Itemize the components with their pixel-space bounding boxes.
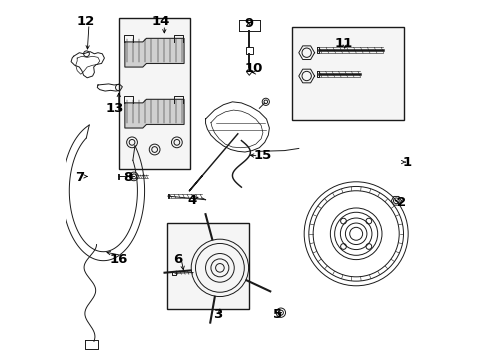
Bar — [293, 27, 403, 120]
Text: 13: 13 — [106, 103, 124, 116]
Text: 15: 15 — [253, 149, 271, 162]
Text: 8: 8 — [123, 171, 132, 184]
Bar — [167, 223, 249, 309]
Text: 5: 5 — [273, 308, 283, 321]
Text: 7: 7 — [75, 171, 85, 184]
Polygon shape — [125, 99, 184, 128]
Text: 12: 12 — [77, 15, 95, 28]
Text: 6: 6 — [173, 253, 183, 266]
Text: 2: 2 — [397, 196, 406, 209]
Text: 14: 14 — [152, 15, 170, 28]
Text: 16: 16 — [110, 253, 128, 266]
Bar — [119, 18, 191, 168]
Text: 10: 10 — [245, 62, 263, 75]
Bar — [245, 47, 253, 54]
Text: 3: 3 — [213, 308, 222, 321]
Text: 11: 11 — [335, 36, 353, 50]
Text: 9: 9 — [244, 17, 253, 30]
Text: 4: 4 — [187, 194, 196, 207]
Text: 1: 1 — [403, 156, 412, 168]
Polygon shape — [125, 39, 184, 67]
